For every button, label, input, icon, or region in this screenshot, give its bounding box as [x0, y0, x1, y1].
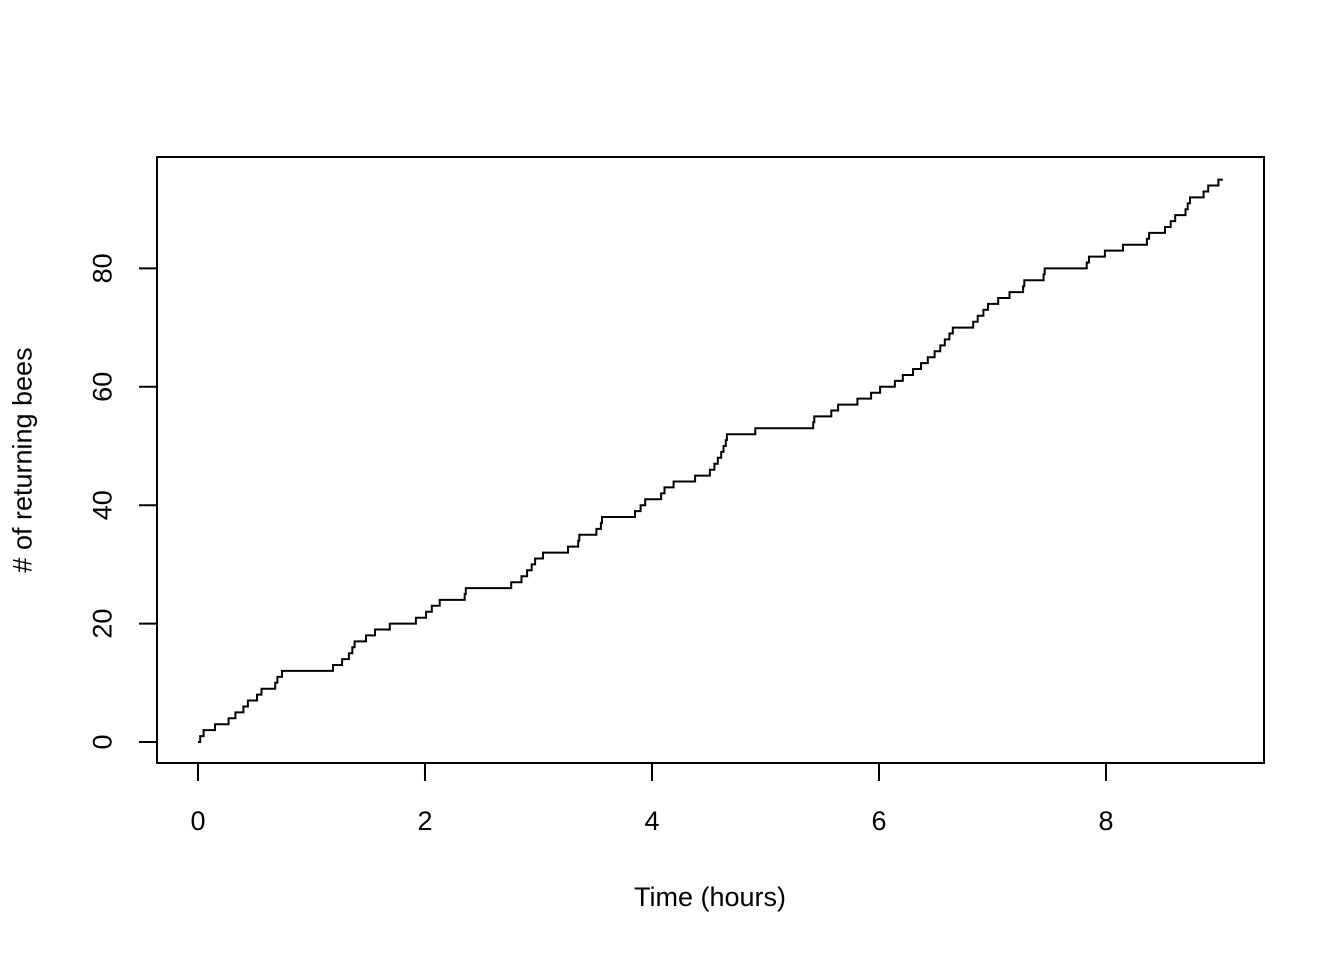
x-tick-label: 0: [190, 806, 205, 836]
returning-bees-step-line: [198, 178, 1223, 743]
plot-border: [156, 156, 1265, 764]
x-tick-label: 6: [871, 806, 886, 836]
x-tick-label: 8: [1098, 806, 1113, 836]
y-tick-label: 20: [87, 609, 117, 639]
x-axis-ticks: 0 2 4 6 8: [190, 763, 1114, 836]
x-tick-label: 4: [644, 806, 659, 836]
y-tick-label: 60: [87, 372, 117, 402]
x-tick-label: 2: [417, 806, 432, 836]
y-axis-ticks: 0 20 40 60 80: [87, 253, 157, 750]
y-axis-title: # of returning bees: [7, 347, 37, 572]
y-tick-label: 0: [87, 734, 117, 749]
y-tick-label: 40: [87, 490, 117, 520]
x-axis-title: Time (hours): [634, 882, 786, 912]
y-tick-label: 80: [87, 253, 117, 283]
